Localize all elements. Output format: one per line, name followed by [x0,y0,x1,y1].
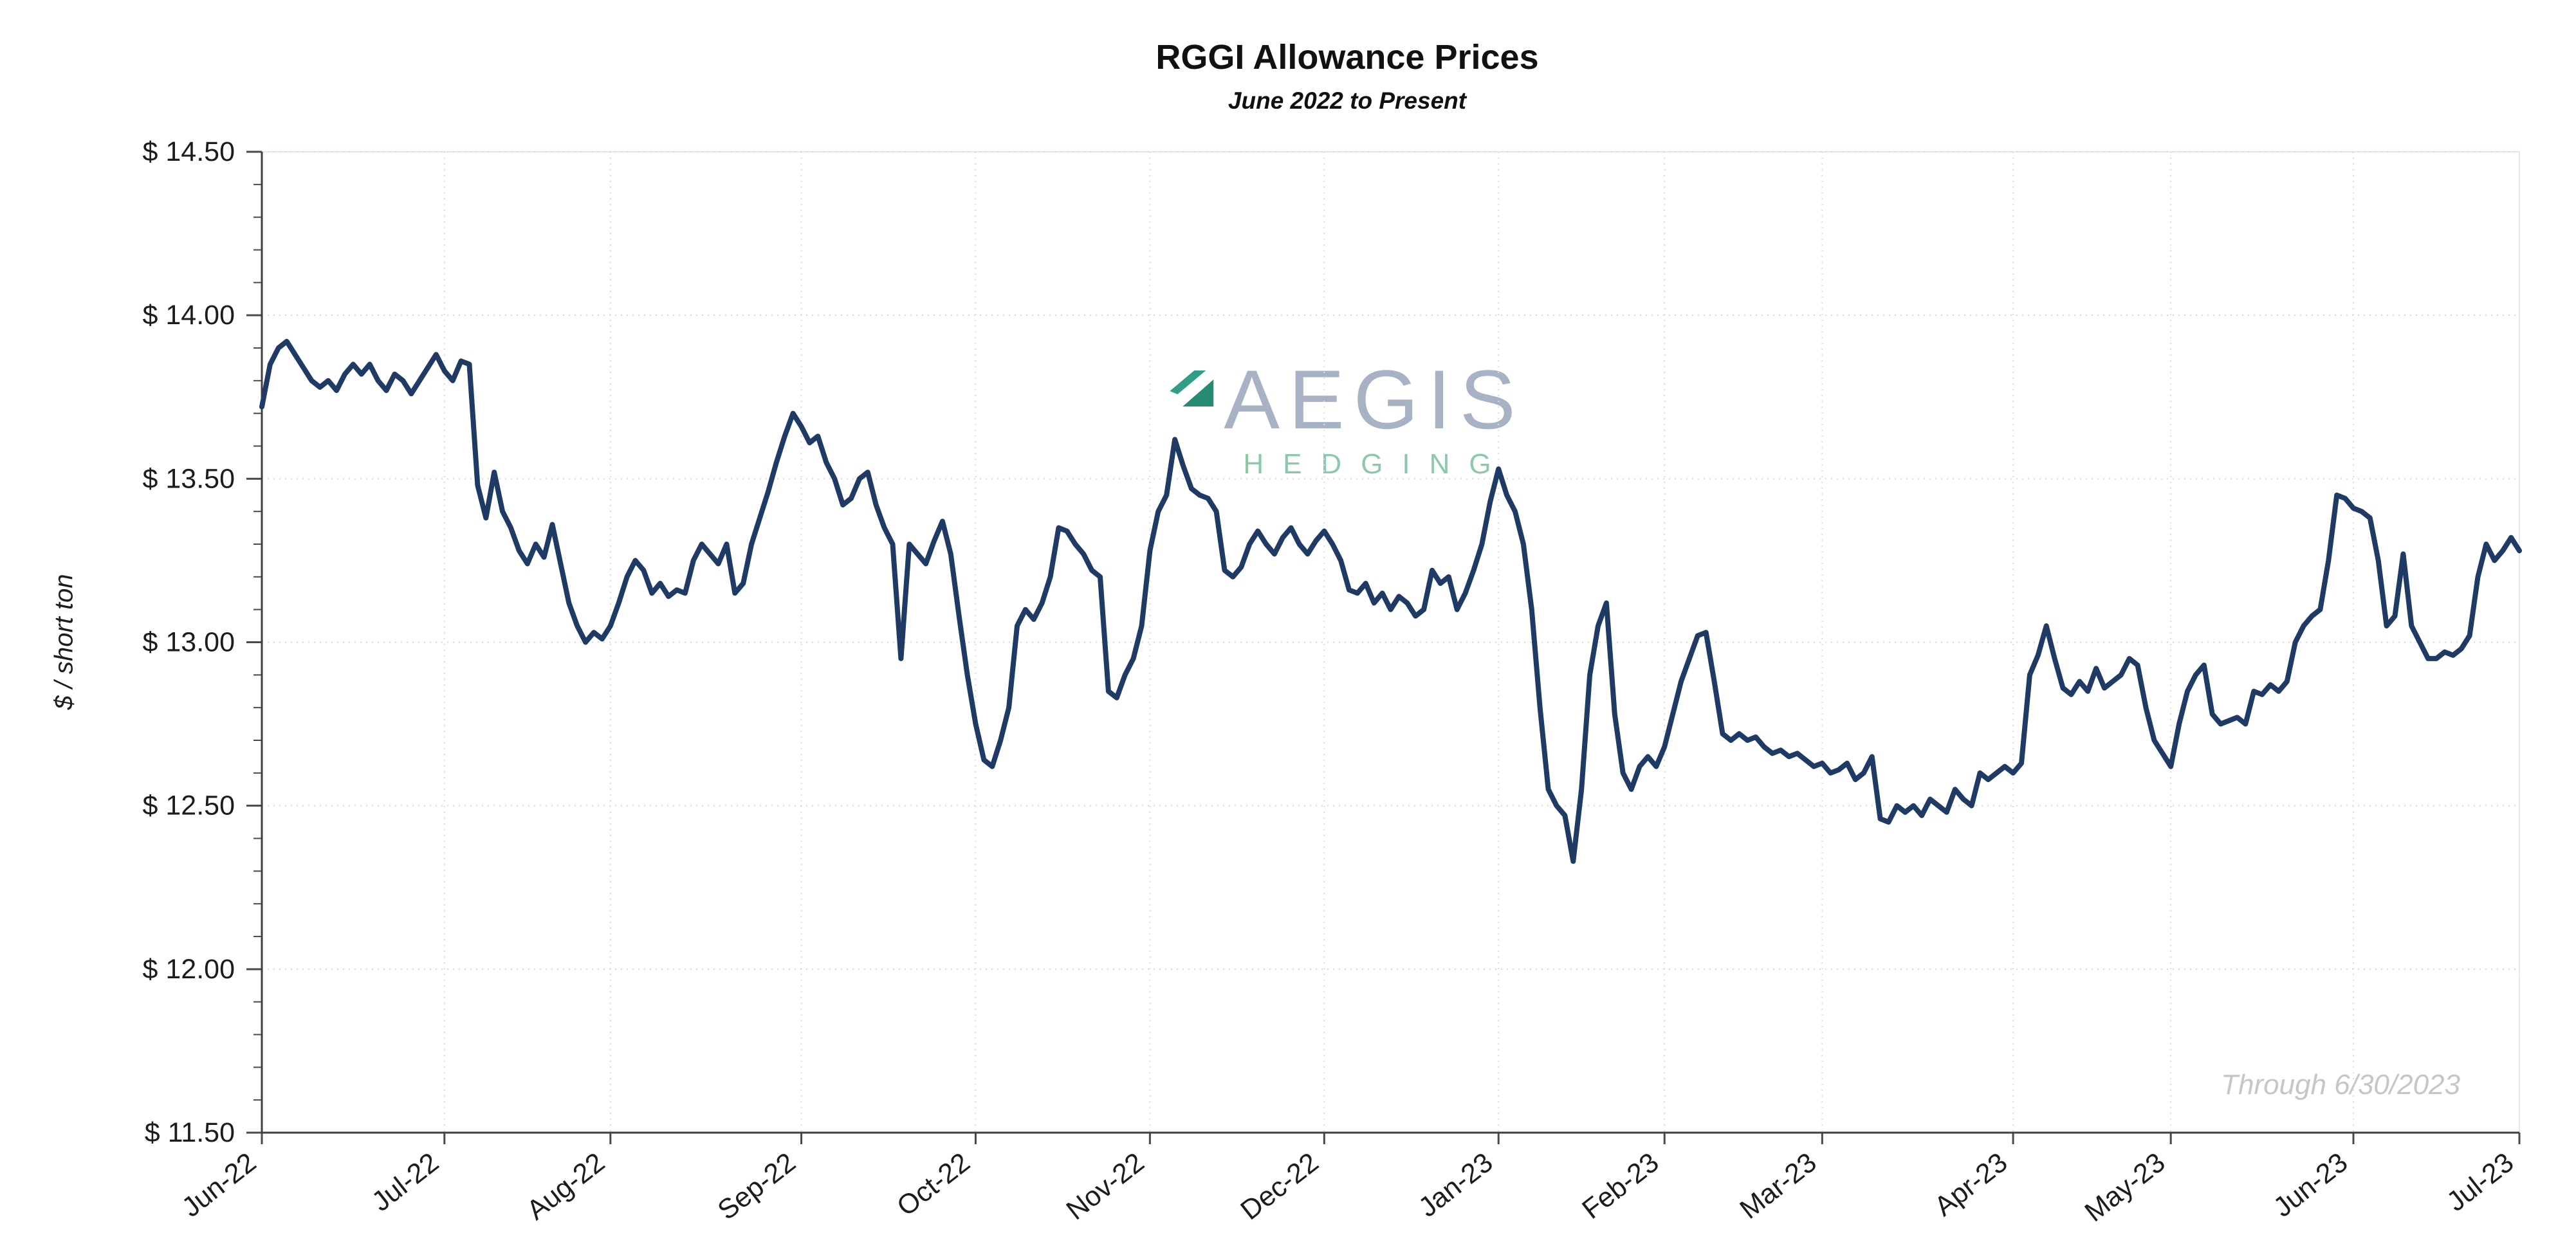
aegis-logo-tagline: HEDGING [1243,448,1511,480]
x-tick-labels: Jun-22 Jul-22 Aug-22 Sep-22 Oct-22 Nov-22 Dec-… [176,1147,2519,1228]
svg-text:$ 12.50: $ 12.50 [143,790,235,821]
through-date-annotation: Through 6/30/2023 [2221,1069,2460,1100]
svg-text:$ 13.50: $ 13.50 [143,463,235,494]
chart-title: RGGI Allowance Prices [1155,38,1539,77]
axes [261,152,2519,1134]
svg-text:Mar-23: Mar-23 [1734,1147,1823,1225]
svg-text:Jul-23: Jul-23 [2441,1147,2519,1218]
aegis-logo-mark-icon [1170,370,1214,406]
svg-text:Aug-22: Aug-22 [521,1147,611,1226]
svg-text:Jan-23: Jan-23 [1413,1147,1498,1223]
aegis-logo: AEGIS HEDGING [1170,352,1525,480]
axis-ticks [246,151,2521,1144]
svg-text:Jun-23: Jun-23 [2268,1147,2353,1223]
svg-text:Sep-22: Sep-22 [712,1147,802,1226]
svg-text:Jun-22: Jun-22 [176,1147,262,1223]
y-axis-title: $ / short ton [50,574,78,710]
chart-subtitle: June 2022 to Present [1228,87,1467,114]
gridlines [262,151,2519,1133]
svg-text:May-23: May-23 [2079,1147,2171,1228]
svg-text:$ 13.00: $ 13.00 [143,627,235,658]
aegis-logo-text: AEGIS [1224,352,1525,446]
svg-text:Jul-22: Jul-22 [366,1147,445,1218]
svg-text:Nov-22: Nov-22 [1061,1147,1150,1226]
svg-text:Dec-22: Dec-22 [1235,1147,1325,1226]
svg-text:$ 14.50: $ 14.50 [143,136,235,167]
svg-text:Apr-23: Apr-23 [1929,1147,2013,1222]
svg-text:Feb-23: Feb-23 [1576,1147,1664,1225]
svg-text:$ 12.00: $ 12.00 [143,954,235,985]
svg-text:$ 11.50: $ 11.50 [145,1117,235,1148]
svg-text:$ 14.00: $ 14.00 [143,300,235,331]
price-line-series [259,338,2522,864]
y-tick-labels: $ 11.50 $ 12.00 $ 12.50 $ 13.00 $ 13.50 $ 14.… [143,136,235,1148]
aegis-logo-row: AEGIS [1170,352,1525,446]
plot-border [261,151,2520,1133]
svg-text:Oct-22: Oct-22 [891,1147,975,1222]
